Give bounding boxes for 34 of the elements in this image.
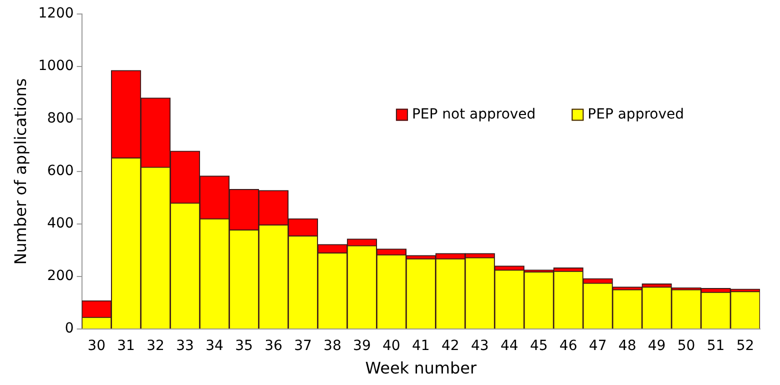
x-tick-label: 36 <box>264 338 282 354</box>
x-tick-label: 38 <box>324 338 342 354</box>
y-tick-label: 1200 <box>38 6 74 22</box>
y-tick-label: 400 <box>47 216 74 232</box>
x-tick-label: 49 <box>648 338 666 354</box>
x-tick-label: 41 <box>412 338 430 354</box>
x-tick-label: 44 <box>500 338 518 354</box>
x-tick-label: 31 <box>117 338 135 354</box>
x-tick-label: 33 <box>176 338 194 354</box>
x-tick-label: 45 <box>530 338 548 354</box>
x-tick-label: 37 <box>294 338 312 354</box>
x-tick-label: 47 <box>588 338 607 354</box>
x-tick-label: 48 <box>618 338 636 354</box>
x-tick-label: 42 <box>441 338 460 354</box>
legend-label: PEP not approved <box>412 106 536 122</box>
x-tick-label: 34 <box>206 338 224 354</box>
y-tick-label: 600 <box>47 163 74 180</box>
y-tick-label: 1000 <box>38 58 74 74</box>
y-axis-title: Number of applications <box>10 78 30 265</box>
y-tick-label: 0 <box>64 320 74 337</box>
x-tick-label: 35 <box>235 338 253 354</box>
y-tick-label: 800 <box>47 110 74 127</box>
x-tick-label: 43 <box>470 338 489 354</box>
y-tick-label: 200 <box>47 268 74 284</box>
legend-label: PEP approved <box>588 106 684 122</box>
x-tick-label: 50 <box>677 338 696 354</box>
x-tick-label: 46 <box>559 338 578 354</box>
x-tick-label: 52 <box>736 338 754 354</box>
x-tick-label: 30 <box>88 338 106 354</box>
x-tick-label: 40 <box>382 338 400 354</box>
x-tick-label: 39 <box>353 338 371 354</box>
x-tick-label: 51 <box>706 338 725 354</box>
x-axis-title: Week number <box>365 358 478 378</box>
x-tick-label: 32 <box>146 338 164 354</box>
